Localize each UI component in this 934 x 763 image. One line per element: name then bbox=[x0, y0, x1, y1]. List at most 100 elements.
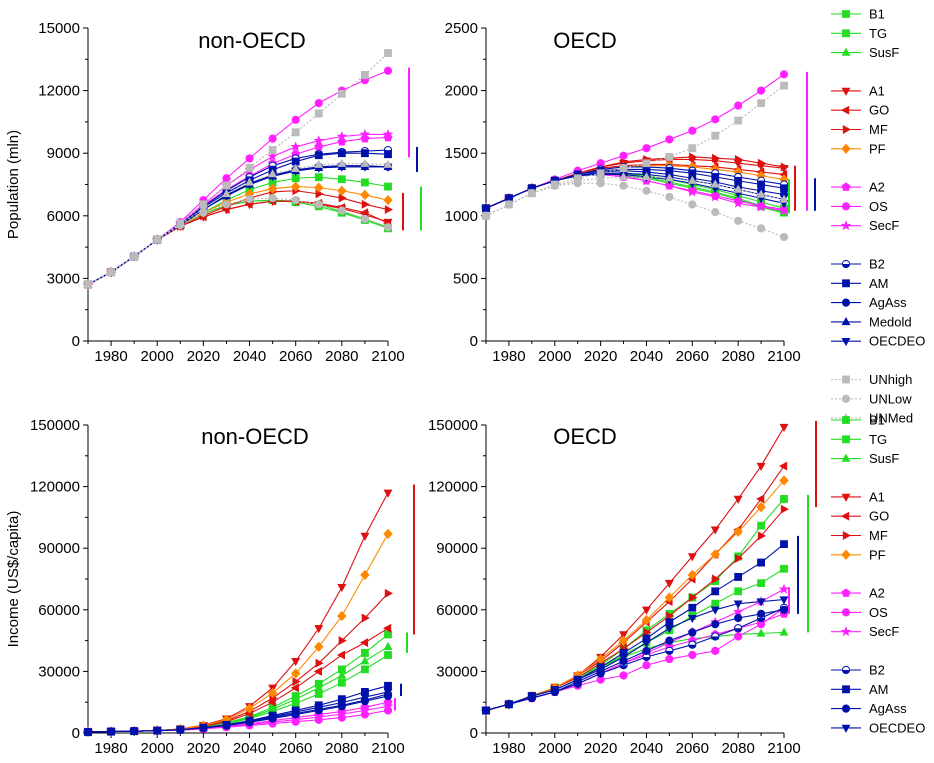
data-point bbox=[711, 646, 720, 655]
data-point bbox=[383, 223, 393, 232]
data-point bbox=[292, 677, 301, 687]
legend-item-SusF: SusF bbox=[831, 451, 899, 466]
data-point bbox=[221, 721, 231, 730]
data-point bbox=[291, 163, 301, 173]
data-point bbox=[756, 189, 766, 198]
y-tick-label: 500 bbox=[453, 270, 478, 287]
x-tick-label: 2020 bbox=[584, 348, 617, 365]
data-point bbox=[314, 641, 324, 652]
x-tick-label: 2080 bbox=[325, 740, 358, 757]
data-point bbox=[337, 670, 347, 679]
data-point bbox=[709, 191, 721, 202]
data-point bbox=[710, 606, 720, 615]
data-point bbox=[779, 70, 789, 79]
data-point bbox=[687, 614, 697, 623]
legend-label: OS bbox=[869, 605, 888, 620]
legend-marker bbox=[842, 435, 850, 444]
data-point bbox=[383, 528, 393, 539]
data-point bbox=[383, 195, 393, 206]
legend-marker bbox=[842, 29, 850, 38]
data-point bbox=[83, 279, 93, 288]
x-tick-label: 2100 bbox=[371, 348, 404, 365]
data-point bbox=[504, 701, 514, 710]
legend-label: UNLow bbox=[869, 391, 912, 406]
legend-item-SecF: SecF bbox=[831, 624, 899, 639]
data-point bbox=[383, 66, 393, 75]
x-tick-label: 2000 bbox=[141, 348, 174, 365]
legend-marker bbox=[841, 316, 851, 326]
y-tick-label: 2500 bbox=[445, 20, 478, 37]
legend-label: B2 bbox=[869, 257, 885, 272]
legend-item-A1: A1 bbox=[831, 489, 885, 504]
y-axis-label: Income (US$/capita) bbox=[5, 511, 22, 648]
data-point bbox=[734, 573, 743, 581]
data-point bbox=[337, 158, 347, 167]
data-point bbox=[732, 197, 744, 208]
data-point bbox=[245, 177, 255, 186]
legend-marker bbox=[841, 493, 851, 502]
legend-item-PF: PF bbox=[831, 141, 886, 156]
x-tick-label: 2040 bbox=[233, 740, 266, 757]
series-line bbox=[87, 152, 389, 286]
series-line bbox=[485, 480, 785, 711]
legend-label: B1 bbox=[869, 413, 885, 428]
data-point bbox=[361, 649, 369, 657]
data-point bbox=[384, 651, 392, 659]
data-point bbox=[711, 207, 720, 217]
legend-marker bbox=[841, 394, 851, 403]
data-point bbox=[733, 600, 743, 609]
x-tick-label: 2080 bbox=[721, 740, 754, 757]
data-point bbox=[619, 151, 628, 160]
data-point bbox=[290, 141, 301, 152]
data-point bbox=[361, 149, 369, 158]
data-point bbox=[687, 175, 697, 184]
data-point bbox=[642, 186, 651, 195]
data-point bbox=[336, 650, 346, 660]
series-A1 bbox=[83, 198, 393, 290]
series-AM bbox=[84, 149, 392, 289]
legend-label: B2 bbox=[869, 663, 885, 678]
data-point bbox=[384, 182, 392, 191]
y-tick-label: 1000 bbox=[445, 208, 478, 225]
legend-item-SecF: SecF bbox=[831, 218, 899, 233]
x-tick-label: 1980 bbox=[94, 348, 127, 365]
legend-label: SusF bbox=[869, 45, 899, 60]
data-point bbox=[222, 200, 231, 209]
data-point bbox=[267, 150, 278, 161]
series-PF bbox=[481, 475, 789, 716]
y-tick-label: 9000 bbox=[47, 145, 80, 162]
data-point bbox=[245, 195, 254, 204]
legend-marker bbox=[841, 105, 850, 115]
data-point bbox=[619, 653, 629, 662]
data-point bbox=[383, 159, 393, 168]
data-point bbox=[244, 703, 255, 714]
data-point bbox=[641, 606, 651, 615]
data-point bbox=[710, 549, 720, 560]
x-tick-label: 2000 bbox=[538, 348, 571, 365]
data-point bbox=[756, 494, 765, 504]
data-point bbox=[573, 175, 583, 184]
data-point bbox=[642, 661, 651, 670]
y-tick-label: 0 bbox=[72, 725, 80, 742]
data-point bbox=[756, 502, 766, 513]
data-point bbox=[314, 182, 324, 193]
y-tick-label: 1500 bbox=[445, 145, 478, 162]
data-point bbox=[360, 158, 370, 167]
series-line bbox=[87, 149, 389, 286]
chart-panel-4: 0 30000 60000 90000 120000 150000 1980 2000 2020… bbox=[428, 417, 817, 757]
data-point bbox=[268, 134, 277, 143]
legend-marker bbox=[841, 202, 851, 211]
data-point bbox=[779, 461, 788, 471]
legend-item-UNLow: UNLow bbox=[831, 391, 912, 406]
x-tick-label: 1980 bbox=[94, 740, 127, 757]
data-point bbox=[245, 163, 254, 172]
data-point bbox=[337, 206, 346, 215]
legend-item-B2: B2 bbox=[831, 663, 885, 678]
chart-title: OECD bbox=[553, 28, 617, 53]
data-point bbox=[337, 175, 346, 184]
data-point bbox=[711, 115, 720, 124]
data-point bbox=[641, 614, 652, 626]
data-point bbox=[665, 618, 674, 627]
data-point bbox=[779, 475, 789, 486]
legend-label: GO bbox=[869, 509, 889, 524]
